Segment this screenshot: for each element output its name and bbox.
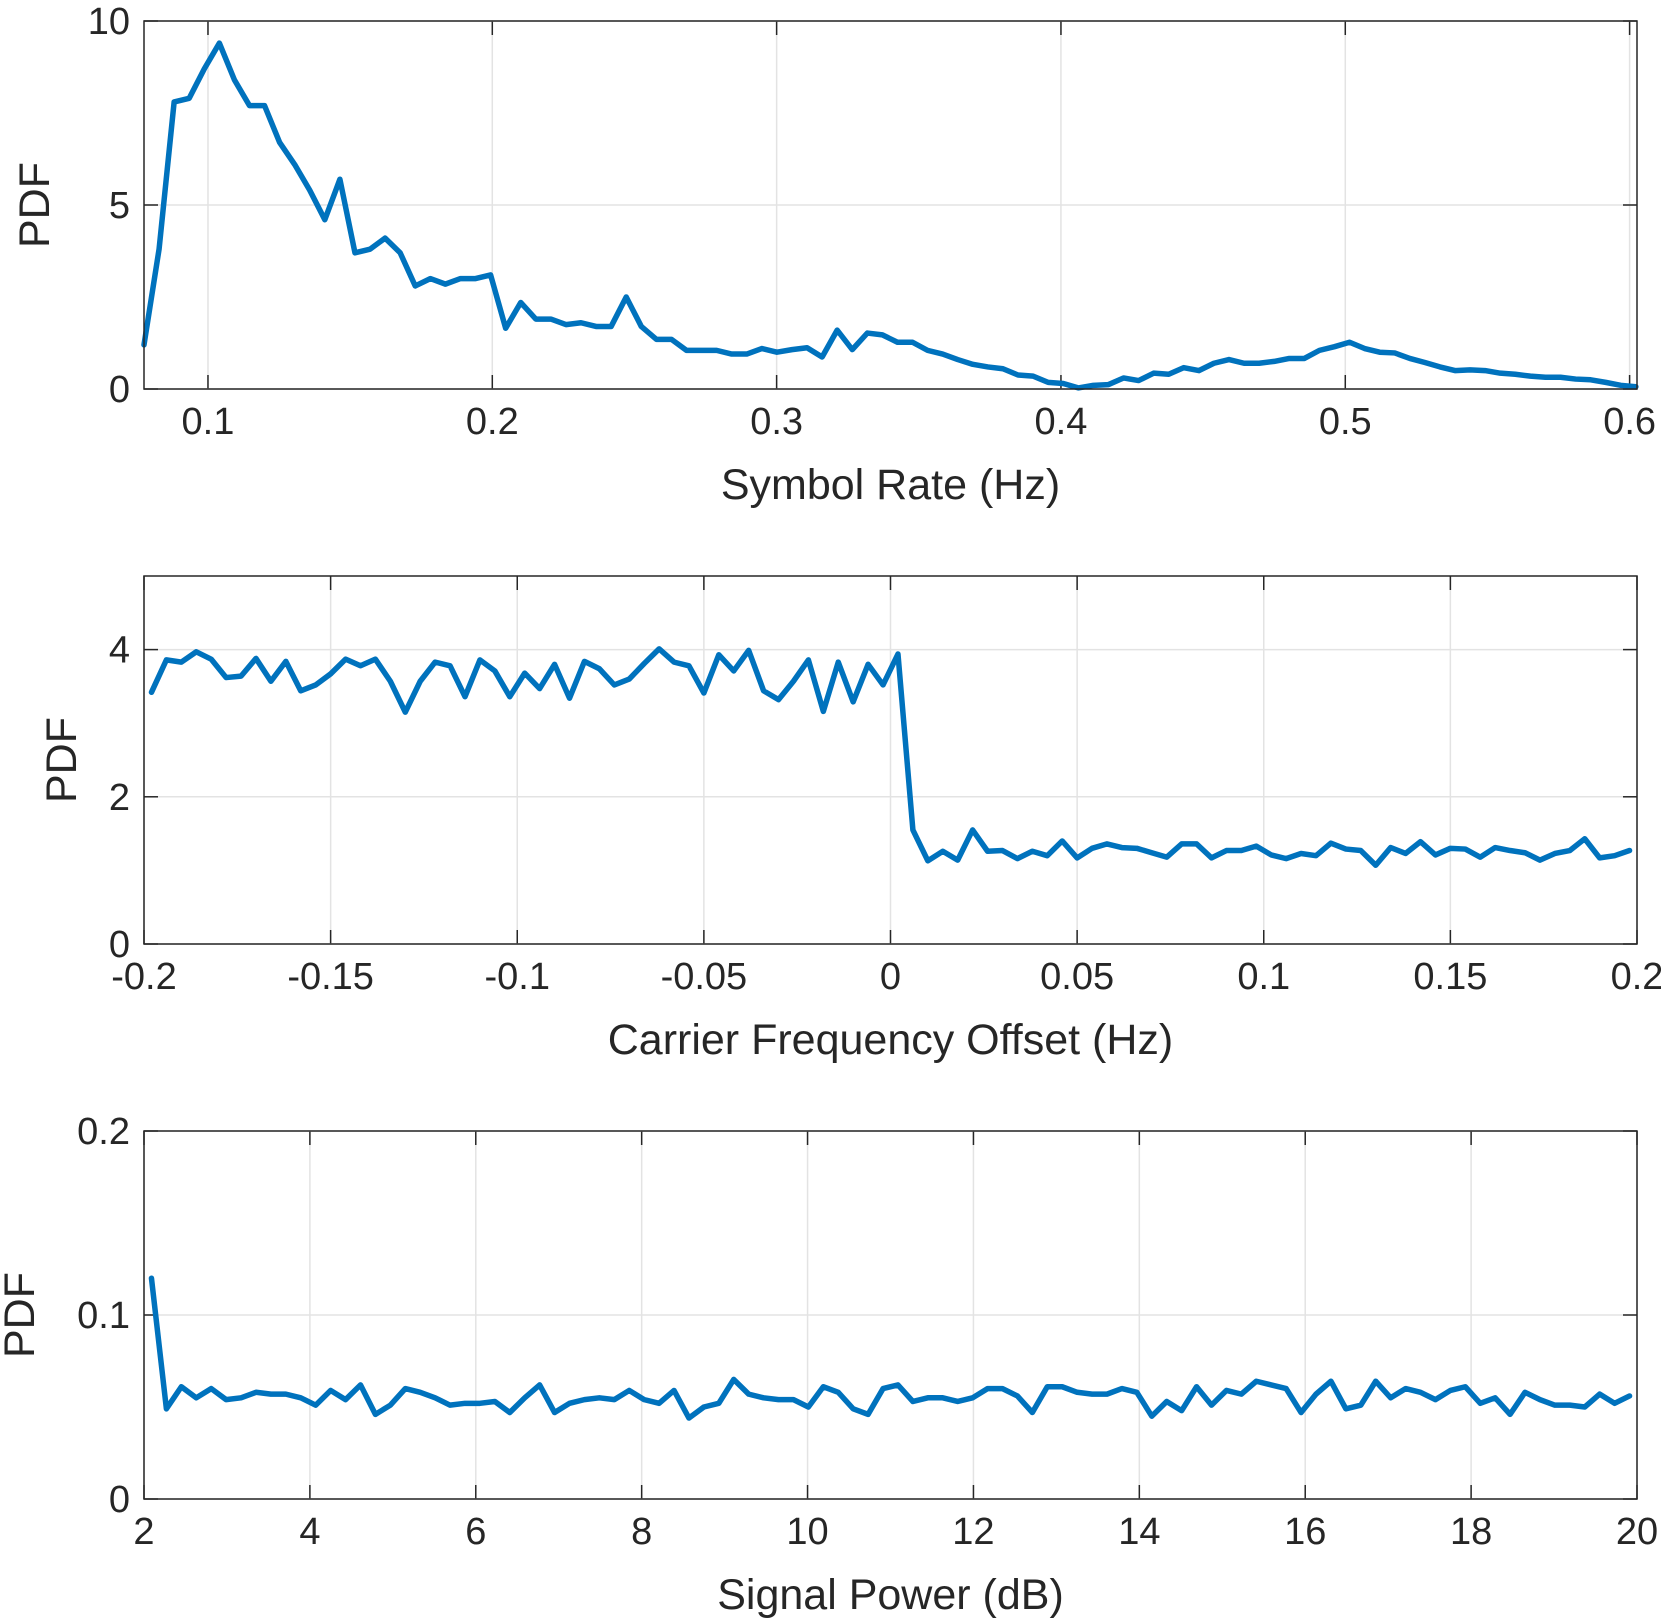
y-tick-label: 0 bbox=[109, 1479, 130, 1521]
x-tick-label: -0.2 bbox=[111, 956, 176, 998]
x-tick-label: 0.6 bbox=[1603, 401, 1656, 443]
axes-box bbox=[143, 575, 1638, 945]
y-tick-label: 4 bbox=[109, 630, 130, 672]
x-tick-label: 4 bbox=[299, 1511, 320, 1553]
x-tick-label: 6 bbox=[465, 1511, 486, 1553]
x-tick-label: 20 bbox=[1616, 1511, 1658, 1553]
y-tick-label: 10 bbox=[88, 1, 130, 43]
y-tick-label: 0 bbox=[109, 369, 130, 411]
y-tick-label: 5 bbox=[109, 185, 130, 227]
y-tick-label: 0 bbox=[109, 924, 130, 966]
x-tick-label: 0.3 bbox=[750, 401, 803, 443]
x-tick-label: 14 bbox=[1118, 1511, 1160, 1553]
data-line bbox=[141, 40, 1639, 391]
x-tick-label: 12 bbox=[952, 1511, 994, 1553]
x-tick-label: 0 bbox=[880, 956, 901, 998]
x-tick-label: 0.5 bbox=[1319, 401, 1372, 443]
x-tick-label: -0.1 bbox=[485, 956, 550, 998]
x-tick-label: 0.2 bbox=[466, 401, 519, 443]
x-tick-label: 0.05 bbox=[1040, 956, 1114, 998]
data-line bbox=[148, 1275, 1633, 1421]
x-tick-label: -0.05 bbox=[661, 956, 748, 998]
axes-box bbox=[143, 20, 1638, 390]
x-axis-label: Symbol Rate (Hz) bbox=[721, 461, 1060, 509]
x-tick-label: 2 bbox=[133, 1511, 154, 1553]
x-tick-label: 0.15 bbox=[1413, 956, 1487, 998]
axes-box bbox=[143, 1130, 1638, 1500]
x-tick-label: 8 bbox=[631, 1511, 652, 1553]
x-tick-label: -0.15 bbox=[287, 956, 374, 998]
x-tick-label: 16 bbox=[1284, 1511, 1326, 1553]
x-tick-label: 18 bbox=[1450, 1511, 1492, 1553]
data-line bbox=[148, 646, 1633, 868]
y-axis-label: PDF bbox=[38, 717, 86, 803]
x-tick-label: 0.1 bbox=[1237, 956, 1290, 998]
y-tick-label: 0.1 bbox=[77, 1295, 130, 1337]
x-tick-label: 0.2 bbox=[1611, 956, 1661, 998]
x-axis-label: Carrier Frequency Offset (Hz) bbox=[608, 1016, 1174, 1064]
y-tick-label: 0.2 bbox=[77, 1111, 130, 1153]
y-axis-label: PDF bbox=[11, 162, 59, 248]
x-tick-label: 10 bbox=[786, 1511, 828, 1553]
x-tick-label: 0.4 bbox=[1035, 401, 1088, 443]
x-tick-label: 0.1 bbox=[182, 401, 235, 443]
y-tick-label: 2 bbox=[109, 777, 130, 819]
x-axis-label: Signal Power (dB) bbox=[717, 1571, 1064, 1619]
y-axis-label: PDF bbox=[0, 1272, 44, 1358]
